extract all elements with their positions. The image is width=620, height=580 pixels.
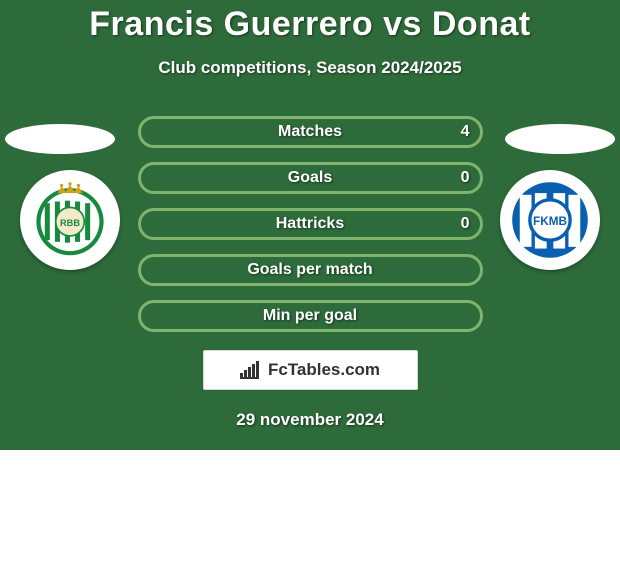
player-silhouette-right <box>505 124 615 154</box>
bar-chart-icon <box>240 361 262 379</box>
brand-attribution: FcTables.com <box>203 350 418 390</box>
stat-label: Goals per match <box>247 261 372 279</box>
brand-label: FcTables.com <box>268 360 380 380</box>
stat-label: Min per goal <box>263 307 357 325</box>
fkmb-logo-icon: FKMB <box>508 178 592 262</box>
stat-right-value: 0 <box>461 169 470 187</box>
club-badge-left: RBB <box>20 170 120 270</box>
stat-row-goals: Goals 0 <box>138 162 483 194</box>
content-panel: Francis Guerrero vs Donat Club competiti… <box>0 0 620 450</box>
stat-row-goals-per-match: Goals per match <box>138 254 483 286</box>
page-title: Francis Guerrero vs Donat <box>0 5 620 44</box>
comparison-infographic: Francis Guerrero vs Donat Club competiti… <box>0 0 620 580</box>
page-subtitle: Club competitions, Season 2024/2025 <box>0 58 620 78</box>
blank-space <box>0 450 620 580</box>
generation-date: 29 november 2024 <box>0 410 620 430</box>
betis-logo-icon: RBB <box>28 178 112 262</box>
stat-row-min-per-goal: Min per goal <box>138 300 483 332</box>
stat-label: Matches <box>278 123 342 141</box>
svg-text:RBB: RBB <box>60 218 80 228</box>
stat-label: Hattricks <box>276 215 344 233</box>
svg-text:FKMB: FKMB <box>533 215 567 228</box>
stat-row-matches: Matches 4 <box>138 116 483 148</box>
stat-right-value: 4 <box>461 123 470 141</box>
club-badge-right: FKMB <box>500 170 600 270</box>
stat-row-hattricks: Hattricks 0 <box>138 208 483 240</box>
stat-right-value: 0 <box>461 215 470 233</box>
stat-label: Goals <box>288 169 332 187</box>
player-silhouette-left <box>5 124 115 154</box>
